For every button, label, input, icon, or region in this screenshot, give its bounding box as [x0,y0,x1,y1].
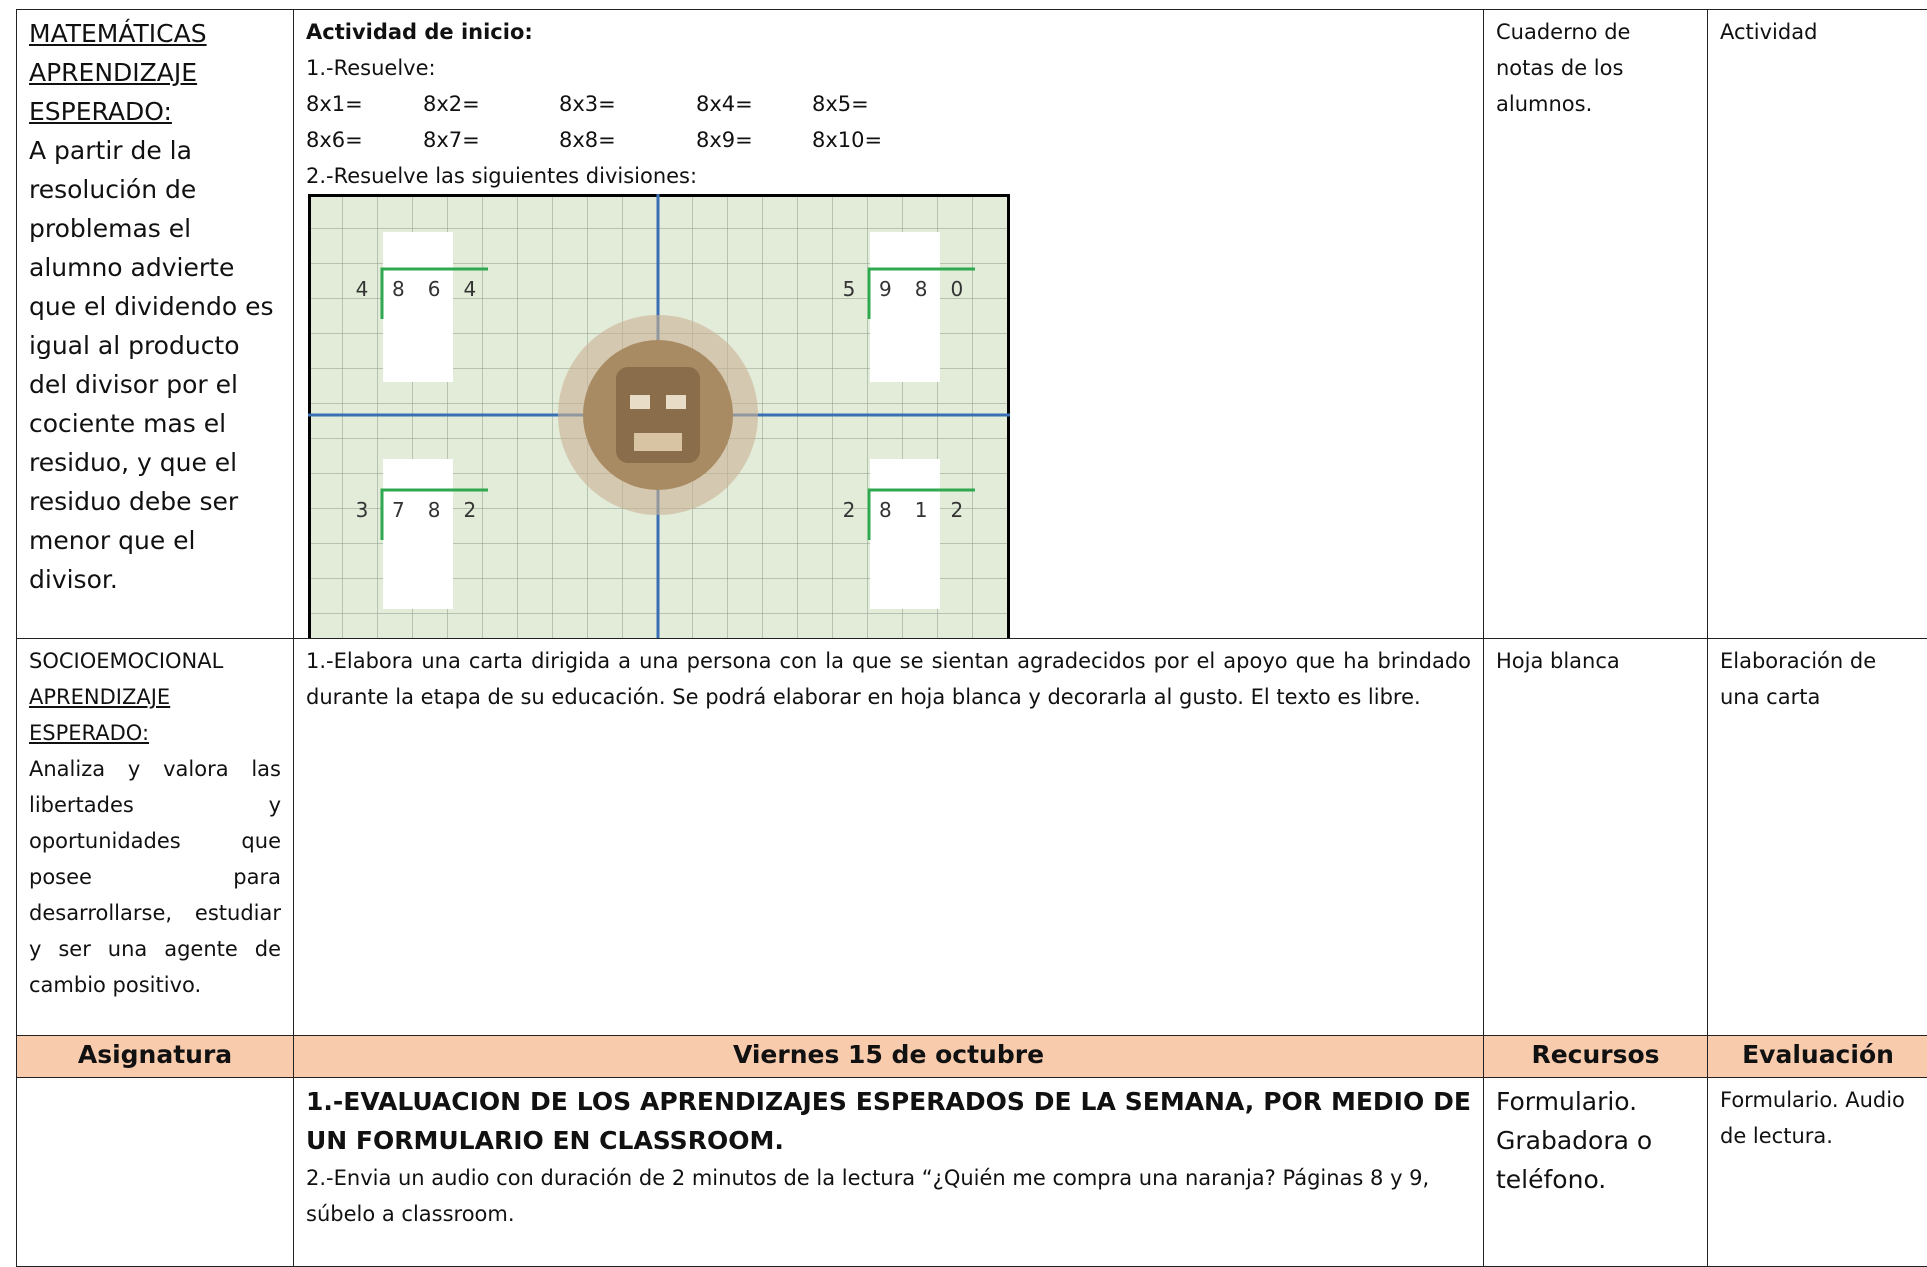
division-bracket [867,488,975,540]
dividend: 782 [392,498,499,522]
dividend: 812 [879,498,986,522]
subject-heading: ESPERADO: [29,97,172,126]
resources-text: Cuaderno de notas de los alumnos. [1496,20,1631,116]
activity-text: 1.-Elabora una carta dirigida a una pers… [306,649,1471,709]
activity-cell: 1.-EVALUACION DE LOS APRENDIZAJES ESPERA… [293,1077,1484,1267]
header-cell: Recursos [1483,1035,1708,1078]
subject-cell: MATEMÁTICAS APRENDIZAJE ESPERADO: A part… [16,9,294,639]
multiplication: 8x4= [696,92,753,116]
subject-text: Analiza y valora las libertades y oportu… [29,757,281,997]
divisor: 4 [356,277,369,301]
dividend: 864 [392,277,499,301]
multiplications: 8x1= 8x2= 8x3= 8x4= 8x5= 8x6= 8x7= 8x8= 8x9= 8x10… [306,86,1471,158]
divisor: 3 [356,498,369,522]
header-cell: Evaluación [1707,1035,1927,1078]
multiplication: 8x6= [306,128,363,152]
multiplication: 8x1= [306,92,363,116]
activity-item: 2.-Resuelve las siguientes divisiones: [306,164,698,188]
subject-heading: APRENDIZAJE [29,58,198,87]
resources-text: Hoja blanca [1496,649,1620,673]
header-cell: Viernes 15 de octubre [293,1035,1484,1078]
activity-title: Actividad de inicio: [306,20,533,44]
evaluation-text: Elaboración de una carta [1720,649,1877,709]
subject-heading: MATEMÁTICAS [29,19,207,48]
evaluation-cell: Formulario. Audio de lectura. [1707,1077,1927,1267]
evaluation-text: Formulario. Audio de lectura. [1720,1088,1905,1148]
subject-heading: APRENDIZAJE [29,685,171,709]
resources-cell: Hoja blanca [1483,638,1708,1036]
divisor: 2 [843,498,856,522]
subject-heading: ESPERADO: [29,721,150,745]
evaluation-text: Actividad [1720,20,1818,44]
multiplication: 8x8= [559,128,616,152]
division-bracket [380,267,488,319]
resources-cell: Formulario. Grabadora o teléfono. [1483,1077,1708,1267]
multiplication: 8x2= [423,92,480,116]
subject-cell [16,1077,294,1267]
division-grid: 4 864 5 980 3 782 2 812 [308,194,1010,638]
subject-cell: SOCIOEMOCIONAL APRENDIZAJE ESPERADO: Ana… [16,638,294,1036]
multiplication: 8x10= [812,128,883,152]
multiplication: 8x7= [423,128,480,152]
header-cell: Asignatura [16,1035,294,1078]
subject-text: A partir de la resolución de problemas e… [29,136,274,594]
multiplication: 8x5= [812,92,869,116]
resources-cell: Cuaderno de notas de los alumnos. [1483,9,1708,639]
dividend: 980 [879,277,986,301]
activity-bold: 1.-EVALUACION DE LOS APRENDIZAJES ESPERA… [306,1087,1471,1155]
evaluation-cell: Elaboración de una carta [1707,638,1927,1036]
division-bracket [867,267,975,319]
activity-item: 1.-Resuelve: [306,56,436,80]
activity-text: 2.-Envia un audio con duración de 2 minu… [306,1166,1430,1226]
subject-heading: SOCIOEMOCIONAL [29,649,224,673]
divisor: 5 [843,277,856,301]
multiplication: 8x9= [696,128,753,152]
activity-cell: Actividad de inicio: 1.-Resuelve: 8x1= 8x… [293,9,1484,639]
division-bracket [380,488,488,540]
evaluation-cell: Actividad [1707,9,1927,639]
multiplication: 8x3= [559,92,616,116]
resources-text: Formulario. Grabadora o teléfono. [1496,1087,1653,1194]
activity-cell: 1.-Elabora una carta dirigida a una pers… [293,638,1484,1036]
